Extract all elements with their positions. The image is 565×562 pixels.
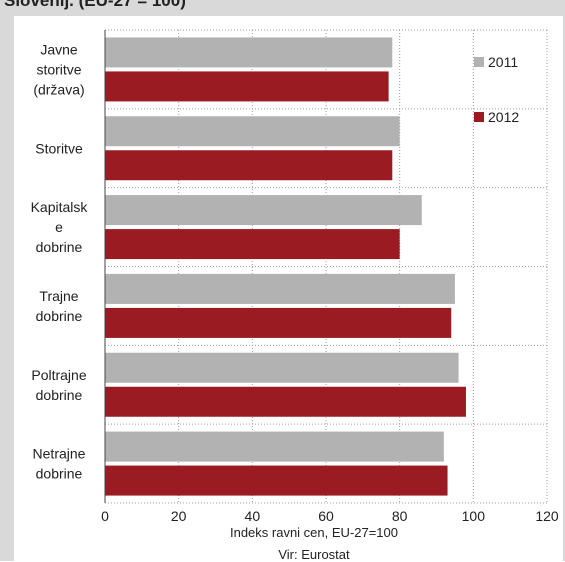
bar-2012-3 [105,307,452,338]
bar-2012-2 [105,229,400,260]
chart-area: Javne storitve (država) Storitve Kapitalsk e d… [14,16,563,562]
legend-swatch-2012 [474,112,484,122]
category-label: dobrine [36,387,83,403]
bar-2012-1 [105,150,393,181]
legend-label-2012: 2012 [488,109,519,125]
bar-2012-5 [105,465,448,496]
bar-2011-3 [105,273,455,304]
category-label: dobrine [36,466,83,482]
legend-swatch-2011 [474,57,484,67]
bar-2011-4 [105,352,459,383]
category-label: Kapitalsk [31,199,89,215]
category-label: dobrine [36,239,83,255]
category-label: dobrine [36,308,83,324]
x-tick-label: 100 [462,508,486,524]
category-label: storitve [36,61,81,77]
figure-title: Slovenij. (EU-27 = 100) [4,0,186,10]
x-tick-label: 0 [101,508,109,524]
category-label: Poltrajne [31,367,86,383]
bar-2011-5 [105,431,444,462]
x-tick-label: 40 [245,508,261,524]
bar-chart: Javnestoritve(država)StoritveKapitalsked… [31,29,559,524]
bar-2011-1 [105,116,400,147]
bar-2012-4 [105,386,466,417]
category-label: Netrajne [33,446,86,462]
x-tick-label: 60 [318,508,334,524]
bar-2012-0 [105,71,389,102]
legend-label-2011: 2011 [488,54,518,70]
category-label: Trajne [39,288,78,304]
x-tick-label: 20 [171,508,187,524]
source-note: Vir: Eurostat [278,547,350,562]
x-tick-label: 120 [535,508,559,524]
bar-2011-0 [105,37,393,68]
category-label: Javne [40,41,78,57]
category-label: Storitve [35,140,83,156]
x-tick-label: 80 [392,508,408,524]
bar-2011-2 [105,195,422,226]
x-axis-title: Indeks ravni cen, EU-27=100 [229,525,399,540]
category-label: (država) [33,81,84,97]
category-label: e [55,219,63,235]
